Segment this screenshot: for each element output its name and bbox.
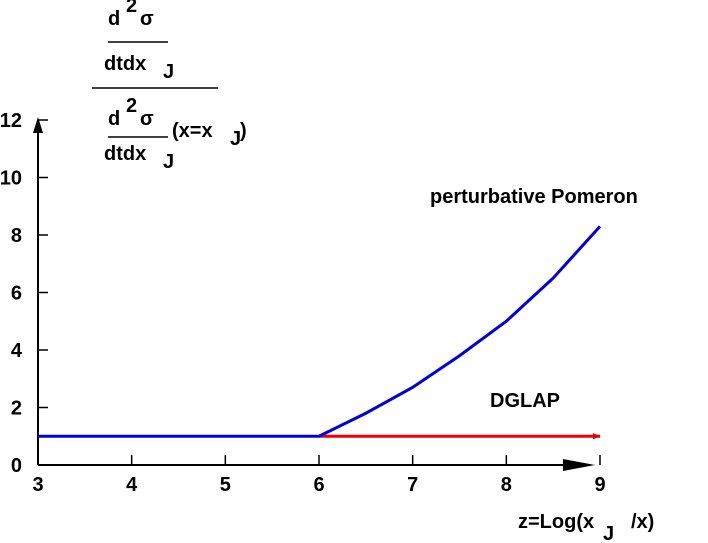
x-axis-arrow <box>563 459 595 471</box>
x-tick-label: 9 <box>594 474 605 496</box>
series-label: perturbative Pomeron <box>430 186 638 208</box>
y-axis-label: J <box>163 151 174 173</box>
y-axis-label: J <box>230 128 241 150</box>
y-tick-label: 2 <box>11 398 22 420</box>
x-tick-label: 6 <box>313 474 324 496</box>
x-tick-label: 5 <box>220 474 231 496</box>
y-tick-label: 4 <box>11 340 23 362</box>
y-axis-label: J <box>163 61 174 83</box>
y-tick-label: 6 <box>11 283 22 305</box>
y-tick-label: 0 <box>11 455 22 477</box>
y-axis-label: (x=x <box>172 120 213 142</box>
y-axis-label: d <box>108 8 120 30</box>
x-tick-label: 8 <box>501 474 512 496</box>
y-tick-label: 10 <box>0 168 22 190</box>
y-axis-label: σ <box>140 8 154 30</box>
x-tick-label: 4 <box>126 474 138 496</box>
x-axis-label: /x) <box>631 511 654 533</box>
y-axis-arrow <box>33 117 43 133</box>
y-axis-label: σ <box>140 108 154 130</box>
y-axis-label: ) <box>240 120 247 142</box>
x-tick-label: 3 <box>32 474 43 496</box>
x-axis-label: J <box>603 523 614 543</box>
series-line <box>38 225 602 438</box>
series-label: DGLAP <box>490 390 560 412</box>
y-tick-label: 12 <box>0 110 22 132</box>
y-axis-label: 2 <box>126 95 137 117</box>
y-axis-label: 2 <box>126 0 137 17</box>
y-axis-label: d <box>108 108 120 130</box>
y-axis-label: dtdx <box>104 143 146 165</box>
x-axis-label: z=Log(x <box>518 511 594 533</box>
y-axis-label: dtdx <box>104 53 146 75</box>
y-tick-label: 8 <box>11 225 22 247</box>
x-tick-label: 7 <box>407 474 418 496</box>
